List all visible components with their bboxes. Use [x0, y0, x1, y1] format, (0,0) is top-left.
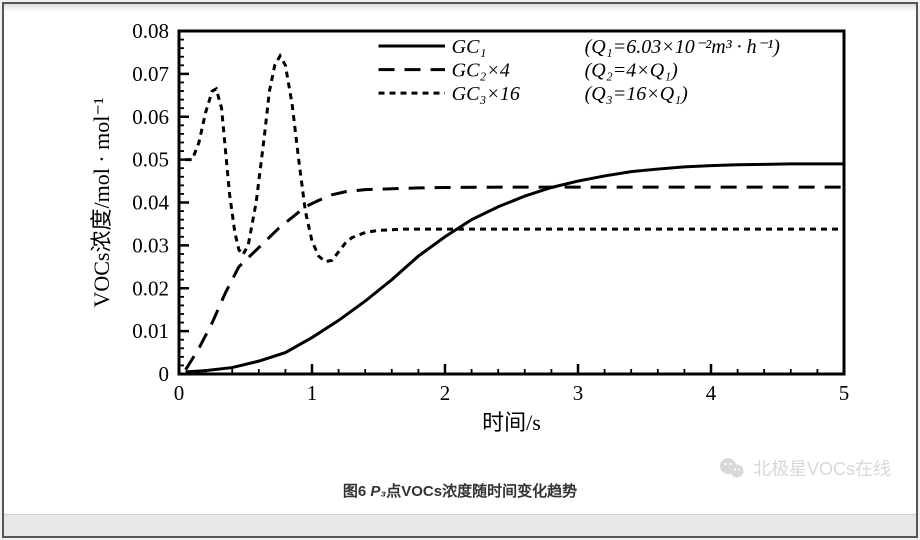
svg-text:(Q₃=16×Q₁): (Q₃=16×Q₁) — [585, 83, 688, 105]
top-fade — [4, 4, 916, 12]
svg-text:0.04: 0.04 — [132, 191, 169, 215]
caption-prefix: 图6 — [343, 483, 371, 500]
watermark: 北极星VOCs在线 — [719, 455, 891, 481]
watermark-text: 北极星VOCs在线 — [753, 455, 891, 481]
svg-text:GC₃×16: GC₃×16 — [452, 83, 520, 105]
chart-svg: 0 1 2 3 4 5 0 0.01 0.02 0.03 0.04 0.05 0.06 0.07 0.08 时… — [84, 19, 864, 439]
svg-text:0.08: 0.08 — [132, 19, 169, 43]
figure-caption: 图6 P₃点VOCs浓度随时间变化趋势 — [4, 480, 916, 501]
svg-text:3: 3 — [573, 381, 584, 405]
svg-text:GC₁: GC₁ — [452, 36, 487, 58]
svg-text:2: 2 — [440, 381, 451, 405]
svg-text:时间/s: 时间/s — [482, 410, 541, 435]
svg-text:4: 4 — [706, 381, 717, 405]
svg-text:0.05: 0.05 — [132, 148, 169, 172]
chart-area: 0 1 2 3 4 5 0 0.01 0.02 0.03 0.04 0.05 0.06 0.07 0.08 时… — [84, 19, 864, 439]
svg-text:GC₂×4: GC₂×4 — [452, 60, 510, 82]
svg-text:(Q₁=6.03×10⁻²m³ · h⁻¹): (Q₁=6.03×10⁻²m³ · h⁻¹) — [585, 36, 781, 58]
svg-text:0.02: 0.02 — [132, 276, 169, 300]
caption-point: P₃ — [370, 483, 386, 500]
svg-text:0: 0 — [159, 362, 170, 386]
svg-text:0.06: 0.06 — [132, 105, 169, 129]
svg-text:VOCs浓度/mol · mol⁻¹: VOCs浓度/mol · mol⁻¹ — [89, 97, 114, 307]
svg-text:0: 0 — [174, 381, 185, 405]
svg-text:5: 5 — [839, 381, 850, 405]
svg-text:0.07: 0.07 — [132, 62, 169, 86]
wechat-icon — [719, 455, 745, 481]
caption-rest: 点VOCs浓度随时间变化趋势 — [386, 483, 577, 500]
svg-text:1: 1 — [307, 381, 318, 405]
svg-text:0.03: 0.03 — [132, 233, 169, 257]
svg-text:(Q₂=4×Q₁): (Q₂=4×Q₁) — [585, 60, 678, 82]
bottom-strip — [4, 514, 916, 536]
figure-border: 0 1 2 3 4 5 0 0.01 0.02 0.03 0.04 0.05 0.06 0.07 0.08 时… — [2, 2, 918, 538]
svg-text:0.01: 0.01 — [132, 319, 169, 343]
